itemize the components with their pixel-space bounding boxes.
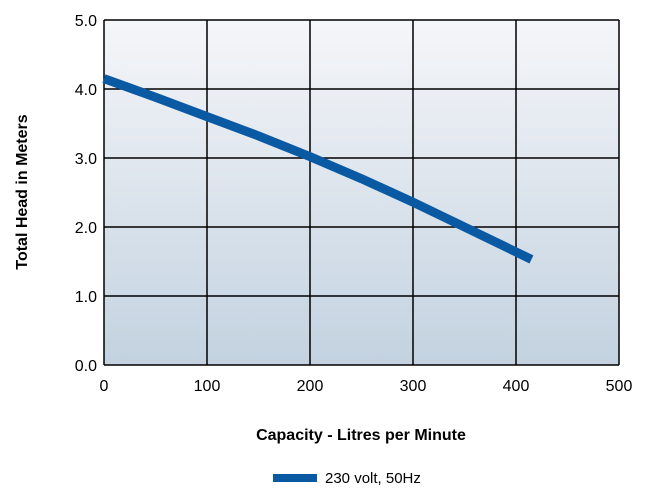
legend-swatch xyxy=(273,474,317,482)
x-tick-label: 400 xyxy=(503,378,530,395)
y-axis-title: Total Head in Meters xyxy=(14,114,31,269)
legend-label: 230 volt, 50Hz xyxy=(325,470,421,487)
series-layer xyxy=(102,74,534,264)
y-axis-ticks: 0.0 1.0 2.0 3.0 4.0 5.0 xyxy=(75,13,97,375)
x-tick-label: 200 xyxy=(297,378,324,395)
y-tick-label: 2.0 xyxy=(75,220,97,237)
legend: 230 volt, 50Hz xyxy=(273,470,421,487)
y-tick-label: 4.0 xyxy=(75,82,97,99)
x-tick-label: 300 xyxy=(400,378,427,395)
y-tick-label: 0.0 xyxy=(75,358,97,375)
x-tick-label: 500 xyxy=(606,378,633,395)
y-tick-label: 5.0 xyxy=(75,13,97,30)
x-axis-title: Capacity - Litres per Minute xyxy=(256,427,466,444)
plot-area xyxy=(104,20,619,365)
x-tick-label: 0 xyxy=(100,378,109,395)
y-tick-label: 1.0 xyxy=(75,289,97,306)
y-tick-label: 3.0 xyxy=(75,151,97,168)
series-line xyxy=(102,74,534,264)
x-axis-ticks: 0 100 200 300 400 500 xyxy=(100,378,633,395)
x-tick-label: 100 xyxy=(194,378,221,395)
grid xyxy=(103,19,620,366)
